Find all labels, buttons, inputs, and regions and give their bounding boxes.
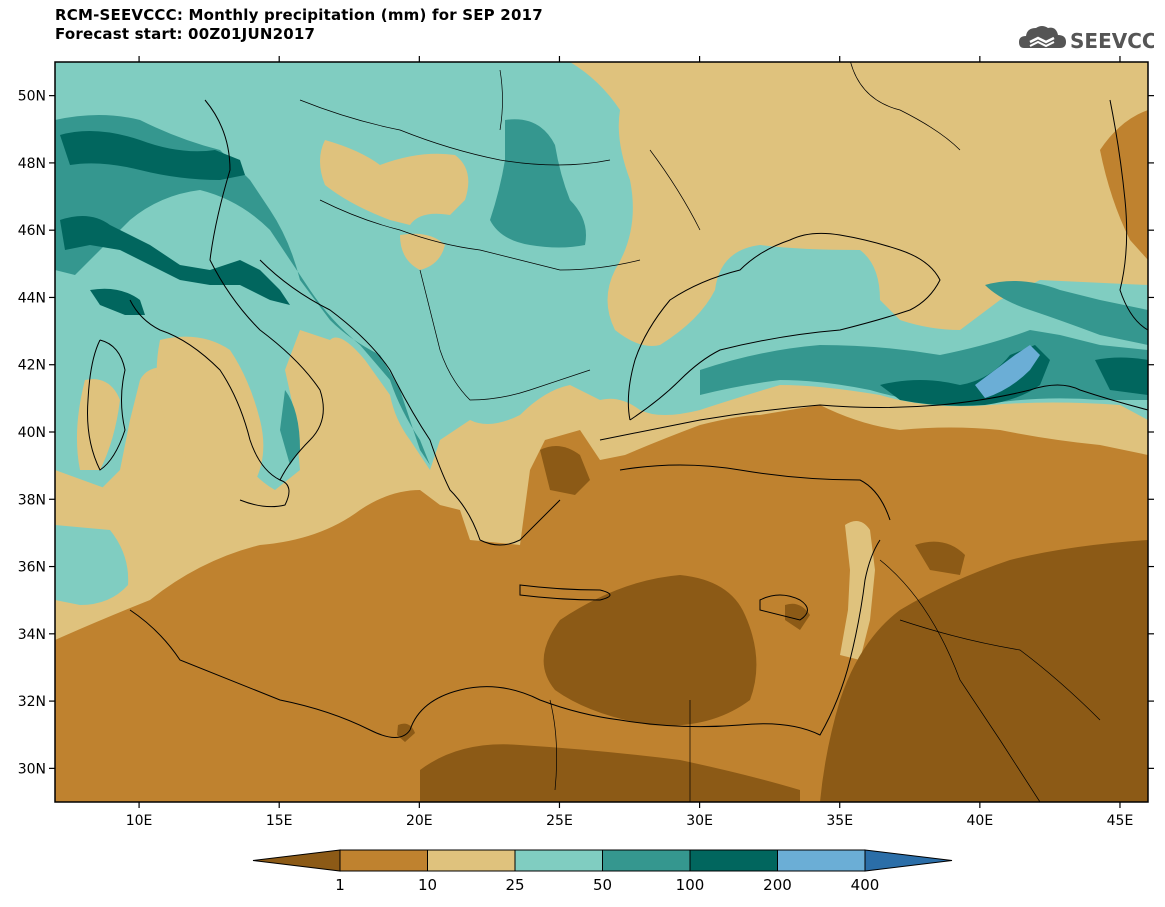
colorbar-level-label: 25 — [505, 876, 524, 894]
field-200-400-switz — [60, 131, 245, 180]
lon-tick-label: 40E — [967, 813, 994, 829]
colorbar: 1 10 25 50 100 200 400 — [252, 849, 953, 894]
seevccc-logo: SEEVCCC — [1018, 18, 1165, 58]
country-borders — [299, 62, 1101, 802]
lat-tick-label: 50N — [18, 89, 46, 105]
field-1-10-libya — [543, 575, 757, 726]
lon-tick-label: 35E — [826, 813, 853, 829]
field-100-200-carpathians — [490, 119, 586, 248]
lat-tick-label: 42N — [18, 358, 46, 374]
lon-tick-label: 20E — [406, 813, 433, 829]
colorbar-level-label: 200 — [763, 876, 792, 894]
field-200-400-caspian — [1095, 357, 1148, 395]
colorbar-level-label: 50 — [593, 876, 612, 894]
field-25-50-italy — [156, 336, 264, 500]
lat-tick-label: 32N — [18, 694, 46, 710]
colorbar-max-arrow — [864, 849, 953, 872]
colorbar-swatch — [427, 849, 516, 872]
field-25-50-balkan — [400, 233, 445, 270]
lat-tick-label: 44N — [18, 290, 46, 306]
field-400-plus — [975, 345, 1040, 398]
field-1-10-syria — [915, 541, 965, 575]
latitude-axis: 30N 32N 34N 36N 38N 40N 42N 44N 46N 48N 50N — [18, 89, 1154, 777]
field-100-200-alps — [55, 115, 430, 465]
field-25-50-levant — [840, 521, 875, 660]
colorbar-level-label: 1 — [335, 876, 345, 894]
colorbar-swatch — [602, 849, 691, 872]
colorbar-min-arrow — [252, 849, 341, 872]
field-25-50-hungary — [320, 140, 469, 225]
lon-tick-label: 25E — [546, 813, 573, 829]
coastlines — [87, 99, 1148, 738]
field-1-10-cyprus — [785, 603, 810, 630]
map-title: RCM-SEEVCCC: Monthly precipitation (mm) … — [55, 6, 543, 24]
field-25-50-westmed — [55, 470, 130, 525]
colorbar-swatch — [777, 849, 866, 872]
lat-tick-label: 38N — [18, 492, 46, 508]
field-100-200-caucasus — [985, 281, 1148, 345]
logo-text: SEEVCCC — [1070, 29, 1154, 53]
field-200-400-georgia — [880, 345, 1050, 406]
colorbar-swatch — [689, 849, 778, 872]
precipitation-field — [55, 62, 1148, 802]
field-100-200-sicily — [280, 390, 300, 465]
colorbar-swatch — [339, 849, 428, 872]
field-200-400-alps — [60, 216, 290, 305]
lat-tick-label: 46N — [18, 223, 46, 239]
lon-tick-label: 10E — [126, 813, 153, 829]
cloud-icon — [1019, 26, 1066, 48]
lat-tick-label: 48N — [18, 156, 46, 172]
field-10-25-northeast — [1100, 110, 1148, 260]
lat-tick-label: 34N — [18, 627, 46, 643]
lon-tick-label: 15E — [266, 813, 293, 829]
longitude-axis: 10E 15E 20E 25E 30E 35E 40E 45E — [126, 56, 1134, 829]
colorbar-level-label: 400 — [851, 876, 880, 894]
colorbar-level-label: 10 — [418, 876, 437, 894]
colorbar-level-label: 100 — [676, 876, 705, 894]
lon-tick-label: 30E — [686, 813, 713, 829]
field-200-400-ligurian — [90, 288, 145, 315]
field-1-10-arabia — [820, 540, 1148, 802]
forecast-start-label: Forecast start: 00Z01JUN2017 — [55, 25, 316, 43]
lat-tick-label: 36N — [18, 560, 46, 576]
field-1-10-egypt — [420, 744, 800, 802]
colorbar-swatch — [514, 849, 603, 872]
lat-tick-label: 40N — [18, 425, 46, 441]
lon-tick-label: 45E — [1107, 813, 1134, 829]
field-50-100-algeria — [55, 525, 129, 605]
lat-tick-label: 30N — [18, 761, 46, 777]
field-1-10-aegean-patch — [540, 446, 590, 495]
